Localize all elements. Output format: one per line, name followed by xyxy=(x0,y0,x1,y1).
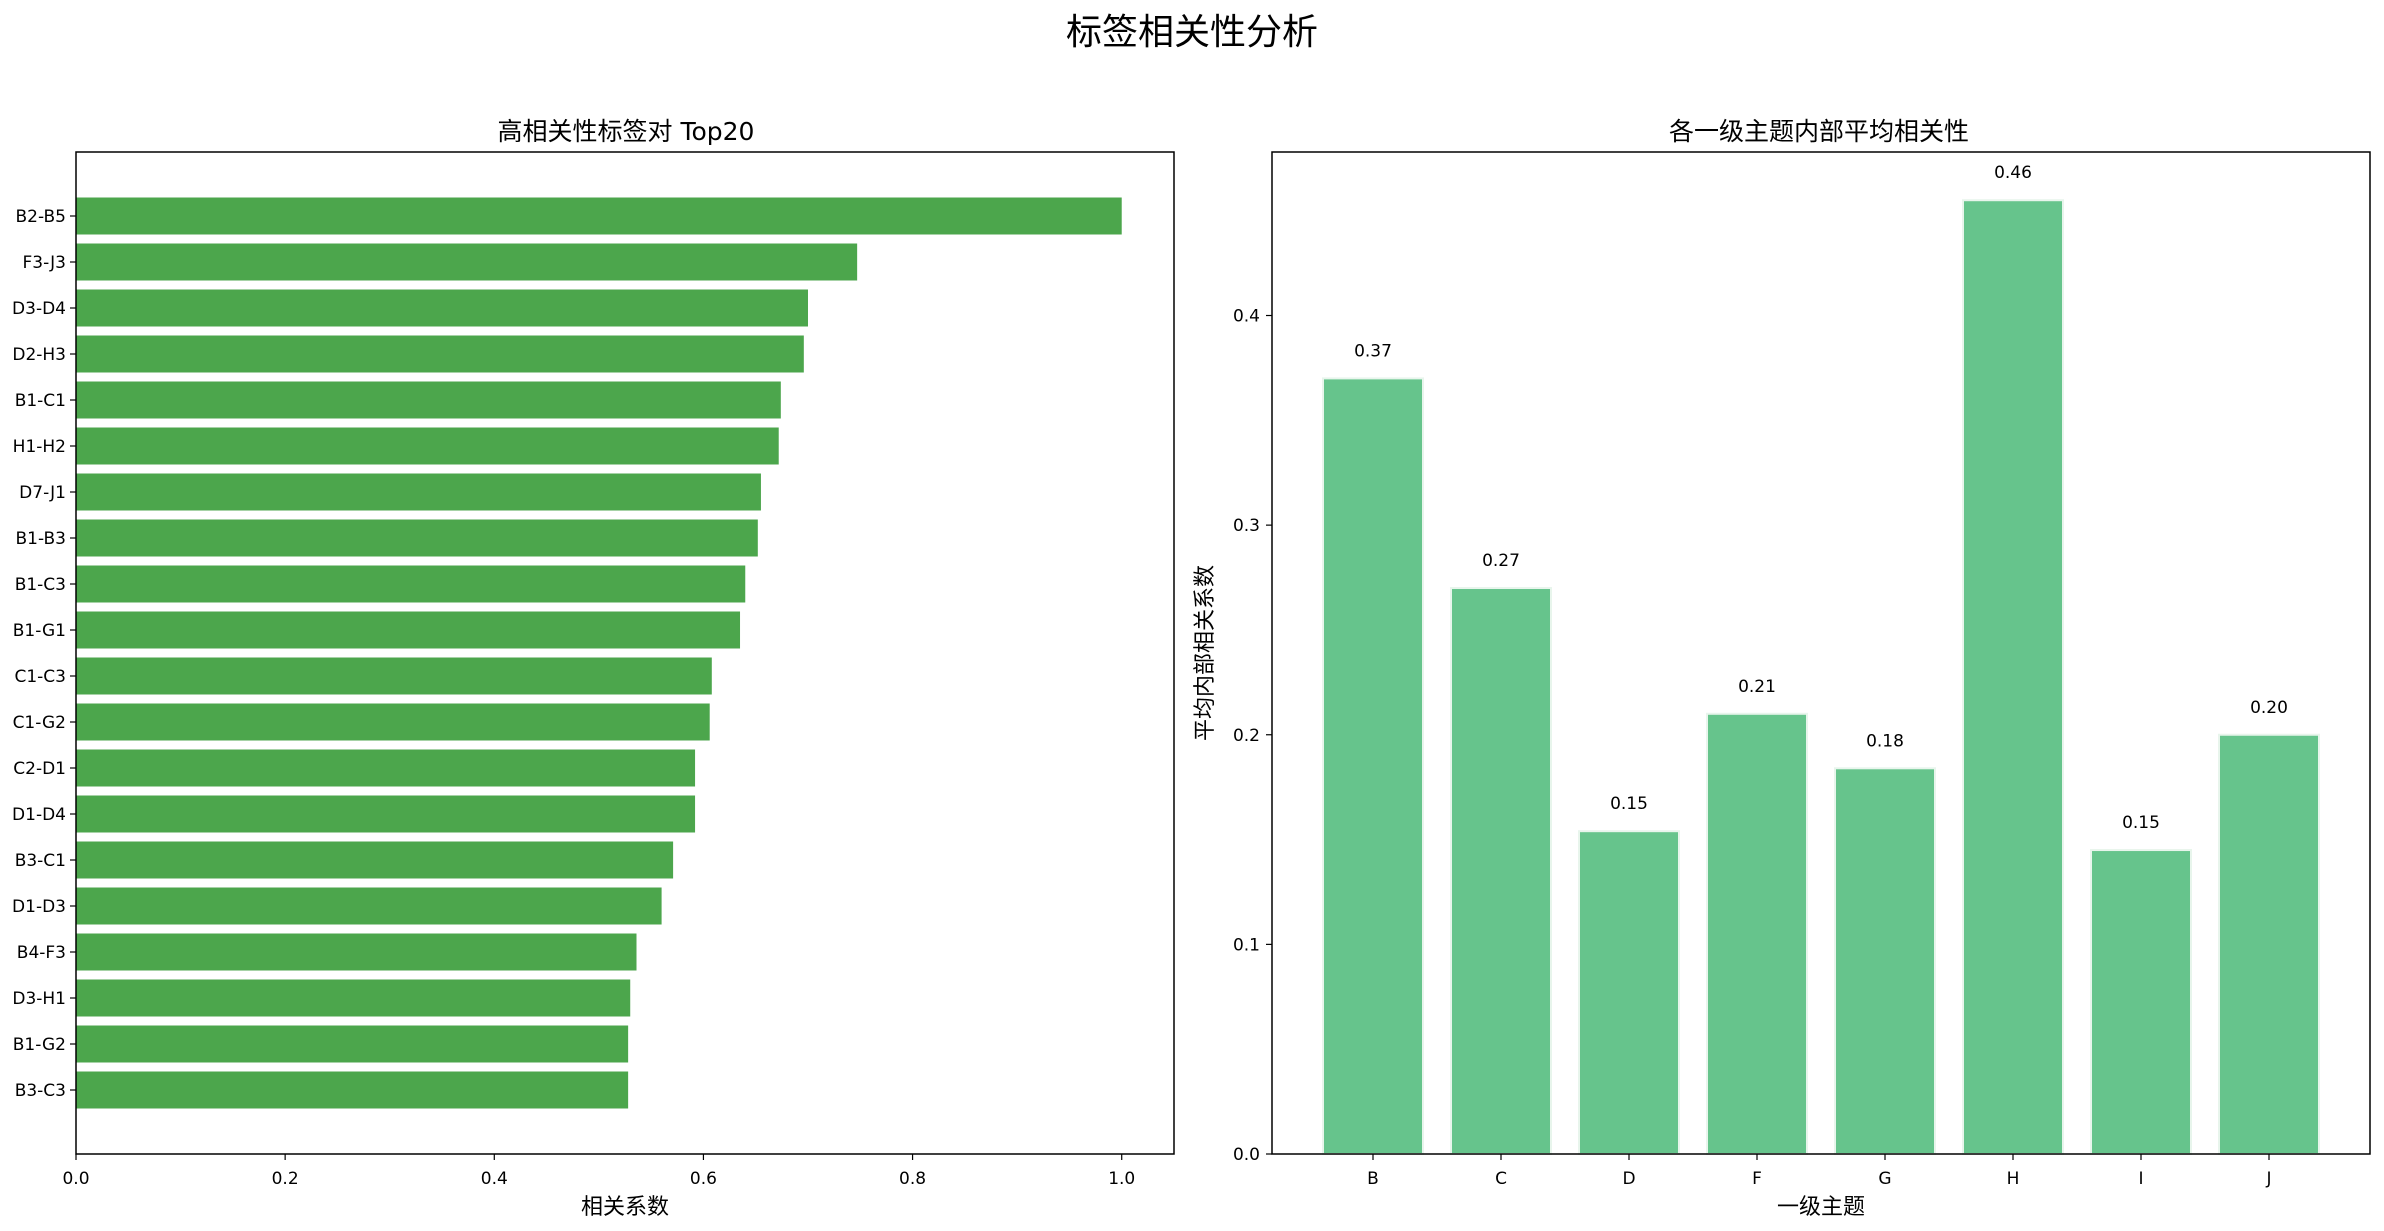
bar-B1-B3 xyxy=(76,519,758,557)
data-label-D: 0.15 xyxy=(1610,794,1648,814)
figure-title: 标签相关性分析 xyxy=(1066,12,1318,53)
bar-B4-F3 xyxy=(76,933,637,971)
left-chart-y-ticks: B2-B5 F3-J3 D3-D4 D2-H3 B1-C1 H1-H2 D7-J1 B1-B3… xyxy=(12,207,76,1101)
bar-J xyxy=(2218,733,2320,1155)
bar-B1-G1 xyxy=(76,611,741,649)
bar-B xyxy=(1322,377,1424,1155)
y-tick-label: B1-B3 xyxy=(16,529,67,549)
data-label-I: 0.15 xyxy=(2122,813,2160,833)
bar-B1-G2 xyxy=(76,1025,629,1063)
x-tick-label: 0.6 xyxy=(690,1169,717,1189)
y-tick-label: B1-G1 xyxy=(13,621,66,641)
bar-D3-H1 xyxy=(76,979,631,1017)
left-chart-frame xyxy=(75,151,1175,1155)
y-tick-label: D1-D3 xyxy=(12,897,66,917)
bar-C xyxy=(1450,587,1552,1155)
bar-D xyxy=(1578,830,1680,1155)
left-chart-bars xyxy=(76,197,1122,1109)
bar-B2-B5 xyxy=(76,197,1122,235)
bar-D1-D3 xyxy=(76,887,662,925)
y-tick-label: 0.3 xyxy=(1233,516,1260,536)
bar-D7-J1 xyxy=(76,473,761,511)
y-tick-label: F3-J3 xyxy=(22,253,66,273)
data-label-F: 0.21 xyxy=(1738,677,1776,697)
bar-B1-C3 xyxy=(76,565,746,603)
data-label-J: 0.20 xyxy=(2250,698,2288,718)
y-tick-label: B1-G2 xyxy=(13,1035,66,1055)
y-tick-label: 0.1 xyxy=(1233,935,1260,955)
y-tick-label: D3-H1 xyxy=(12,989,66,1009)
data-label-H: 0.46 xyxy=(1994,163,2032,183)
x-tick-label: 0.4 xyxy=(481,1169,508,1189)
x-tick-label: 0.0 xyxy=(62,1169,89,1189)
y-tick-label: 0.0 xyxy=(1233,1145,1260,1165)
data-label-C: 0.27 xyxy=(1482,551,1520,571)
bar-F3-J3 xyxy=(76,243,858,281)
right-chart-data-labels: 0.37 0.27 0.15 0.21 0.18 0.46 0.15 0.20 xyxy=(1354,163,2288,833)
x-tick-label: 0.2 xyxy=(272,1169,299,1189)
y-tick-label: 0.2 xyxy=(1233,726,1260,746)
x-tick-label: G xyxy=(1878,1169,1891,1189)
y-tick-label: 0.4 xyxy=(1233,307,1260,327)
right-chart-title: 各一级主题内部平均相关性 xyxy=(1669,117,1969,146)
y-tick-label: B1-C3 xyxy=(15,575,66,595)
right-chart-y-label: 平均内部相关系数 xyxy=(1193,565,1218,741)
bar-B3-C1 xyxy=(76,841,674,879)
bar-C1-G2 xyxy=(76,703,710,741)
x-tick-label: J xyxy=(2265,1169,2271,1189)
bar-G xyxy=(1834,767,1936,1156)
data-label-G: 0.18 xyxy=(1866,731,1904,751)
right-chart-x-label: 一级主题 xyxy=(1777,1195,1865,1220)
bar-F xyxy=(1706,712,1808,1155)
x-tick-label: H xyxy=(2007,1169,2020,1189)
y-tick-label: B3-C1 xyxy=(15,851,66,871)
bar-B1-C1 xyxy=(76,381,781,419)
bar-I xyxy=(2090,849,2192,1155)
left-chart-x-ticks: 0.0 0.2 0.4 0.6 0.8 1.0 xyxy=(62,1154,1135,1189)
y-tick-label: D2-H3 xyxy=(12,345,66,365)
bar-D3-D4 xyxy=(76,289,808,327)
y-tick-label: D1-D4 xyxy=(12,805,66,825)
y-tick-label: B1-C1 xyxy=(15,391,66,411)
bar-B3-C3 xyxy=(76,1071,629,1109)
right-chart-bars xyxy=(1322,199,2320,1156)
x-tick-label: 0.8 xyxy=(899,1169,926,1189)
left-chart-correlation-pairs: 高相关性标签对 Top20 B2-B5 F3-J3 D3-D4 D2-H3 B1-C1 H… xyxy=(12,117,1175,1220)
left-chart-x-label: 相关系数 xyxy=(581,1195,669,1220)
y-tick-label: H1-H2 xyxy=(13,437,66,457)
y-tick-label: B3-C3 xyxy=(15,1081,66,1101)
data-label-B: 0.37 xyxy=(1354,341,1392,361)
bar-D2-H3 xyxy=(76,335,804,373)
right-chart-frame xyxy=(1271,151,2371,1155)
x-tick-label: I xyxy=(2138,1169,2143,1189)
bar-H1-H2 xyxy=(76,427,779,465)
y-tick-label: C1-C3 xyxy=(14,667,66,687)
left-chart-title: 高相关性标签对 Top20 xyxy=(498,117,755,146)
right-chart-theme-correlation: 各一级主题内部平均相关性 0.37 0.27 0.15 0.21 0.18 0.46 0.1… xyxy=(1193,117,2371,1220)
bar-D1-D4 xyxy=(76,795,696,833)
x-tick-label: C xyxy=(1495,1169,1507,1189)
bar-C2-D1 xyxy=(76,749,696,787)
right-chart-y-ticks: 0.0 0.1 0.2 0.3 0.4 xyxy=(1233,307,1272,1165)
x-tick-label: F xyxy=(1752,1169,1762,1189)
y-tick-label: B4-F3 xyxy=(17,943,66,963)
y-tick-label: D7-J1 xyxy=(19,483,66,503)
y-tick-label: D3-D4 xyxy=(12,299,66,319)
y-tick-label: C1-G2 xyxy=(13,713,66,733)
x-tick-label: D xyxy=(1622,1169,1635,1189)
y-tick-label: C2-D1 xyxy=(13,759,66,779)
bar-C1-C3 xyxy=(76,657,712,695)
bar-H xyxy=(1962,199,2064,1156)
x-tick-label: 1.0 xyxy=(1108,1169,1135,1189)
y-tick-label: B2-B5 xyxy=(16,207,67,227)
x-tick-label: B xyxy=(1367,1169,1379,1189)
